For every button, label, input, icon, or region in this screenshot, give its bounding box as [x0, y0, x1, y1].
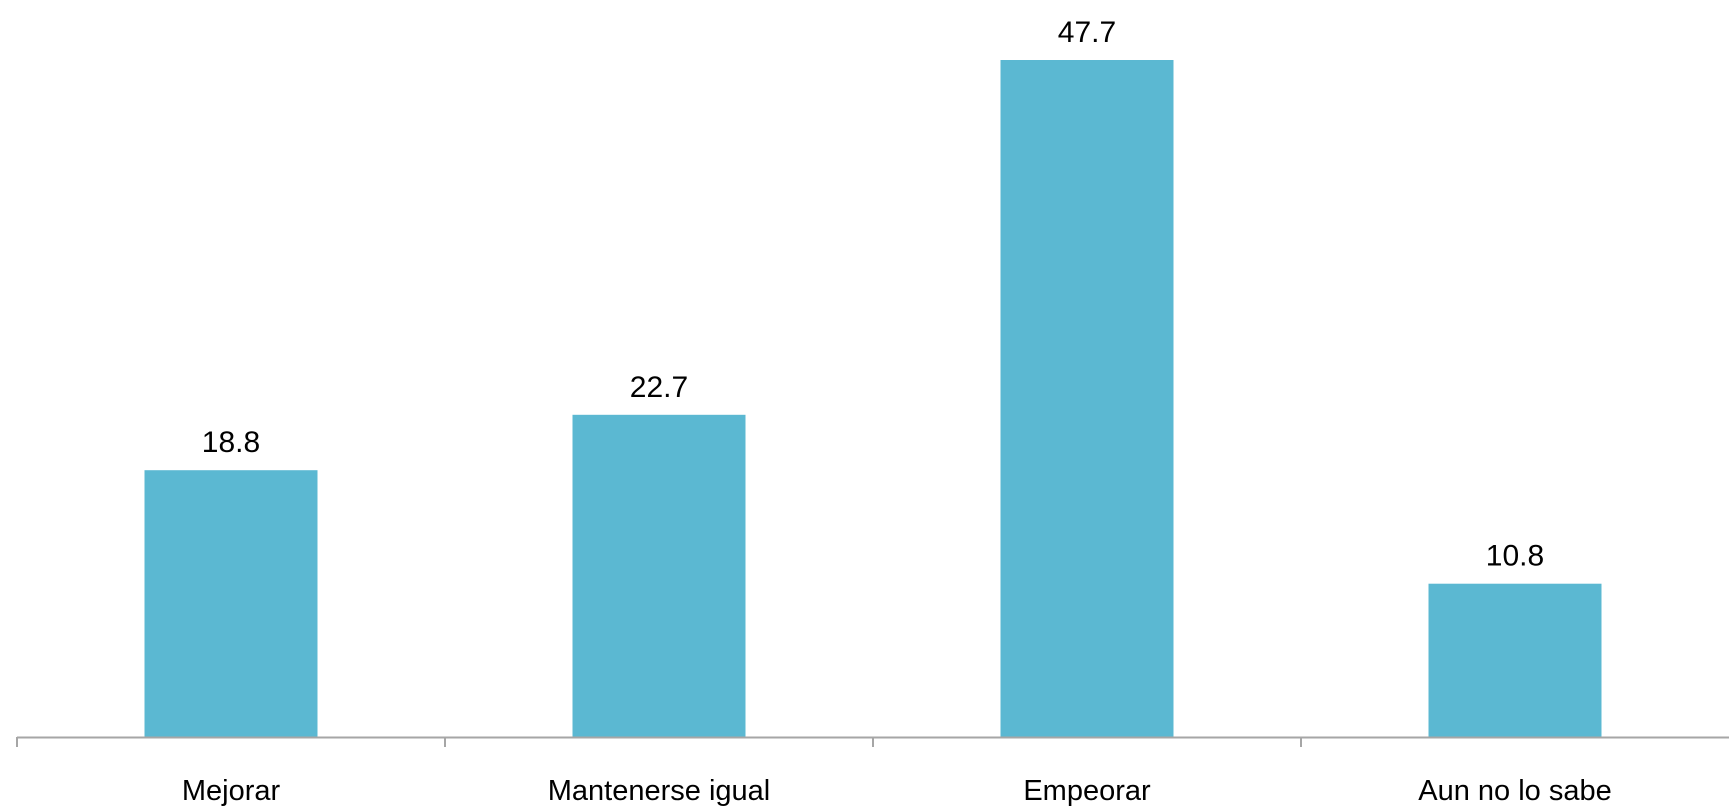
- category-label-2: Empeorar: [1023, 775, 1151, 807]
- value-label-0: 18.8: [202, 426, 260, 459]
- category-labels-group: Mejorar Mantenerse igual Empeorar Aun no lo…: [182, 775, 1612, 807]
- value-label-1: 22.7: [630, 371, 688, 404]
- category-label-1: Mantenerse igual: [548, 775, 770, 807]
- x-axis: [16, 736, 1729, 747]
- bar-1: [572, 414, 746, 737]
- category-label-3: Aun no lo sabe: [1418, 775, 1611, 807]
- category-label-0: Mejorar: [182, 775, 281, 807]
- bar-3: [1428, 583, 1602, 737]
- value-label-2: 47.7: [1058, 16, 1116, 49]
- bar-2: [1000, 60, 1174, 737]
- value-label-3: 10.8: [1486, 540, 1544, 573]
- bars-group: [144, 60, 1602, 737]
- value-labels-group: 18.8 22.7 47.7 10.8: [202, 16, 1544, 573]
- bar-0: [144, 470, 318, 737]
